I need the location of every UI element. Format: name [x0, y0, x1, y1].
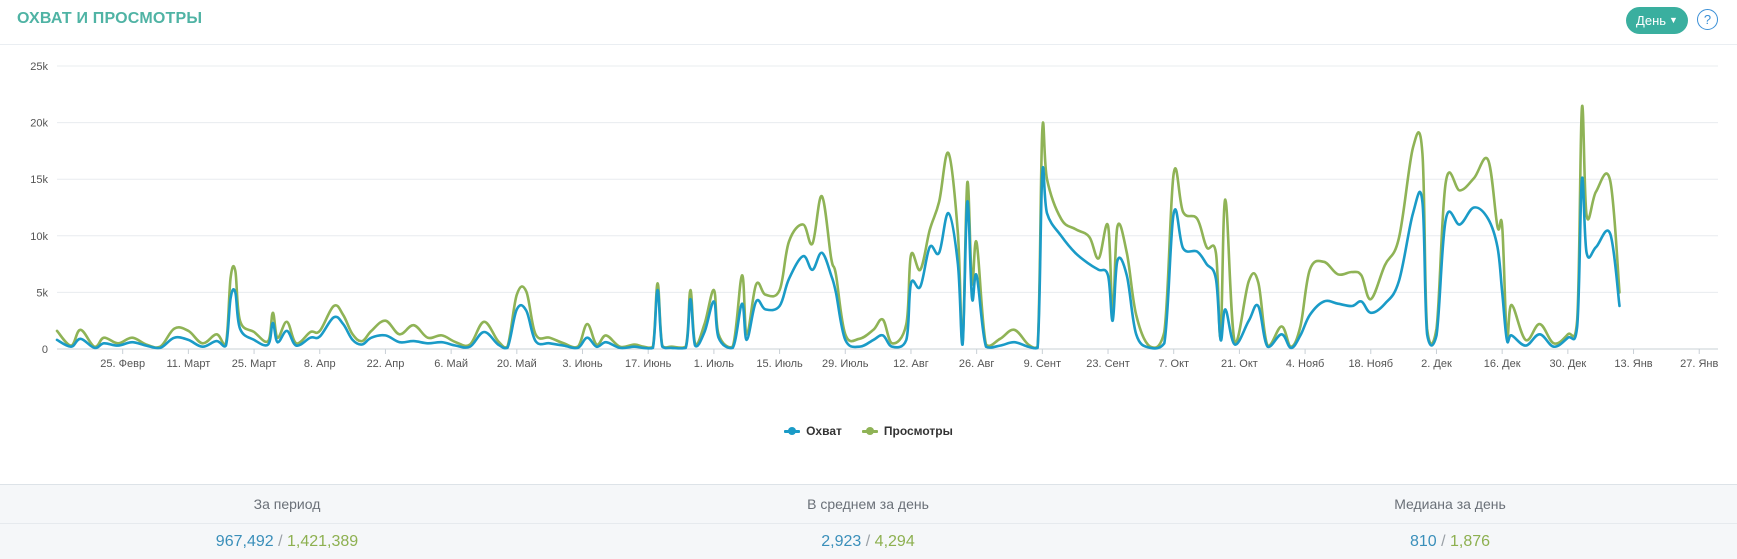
x-tick-label: 2. Дек — [1421, 358, 1452, 370]
y-tick-label: 20k — [30, 118, 48, 130]
legend-item-reach[interactable]: Охват — [784, 424, 842, 438]
x-tick-label: 16. Дек — [1484, 358, 1521, 370]
x-tick-label: 18. Нояб — [1348, 358, 1393, 370]
legend-label-views: Просмотры — [883, 424, 953, 438]
legend-label-reach: Охват — [806, 424, 842, 438]
chevron-down-icon: ▼ — [1669, 15, 1678, 25]
stat-views-value: 1,421,389 — [287, 533, 359, 550]
stat-values: 2,923 / 4,294 — [668, 533, 1068, 551]
panel-header: ОХВАТ И ПРОСМОТРЫ День ▼ ? — [0, 0, 1737, 45]
x-tick-label: 15. Июль — [756, 358, 803, 370]
stat-label: Медиана за день — [1394, 496, 1506, 512]
y-tick-label: 5k — [36, 287, 48, 299]
page-title: ОХВАТ И ПРОСМОТРЫ — [17, 10, 203, 27]
stat-values: 967,492 / 1,421,389 — [87, 533, 487, 551]
x-tick-label: 27. Янв — [1680, 358, 1718, 370]
chart-legend: Охват Просмотры — [0, 424, 1737, 438]
x-tick-label: 3. Июнь — [562, 358, 602, 370]
x-axis-ticks: 25. Февр 11. Март 25. Март 8. Апр 22. Апр 6. … — [100, 349, 1718, 370]
period-label: День — [1636, 13, 1667, 28]
stat-values: 810 / 1,876 — [1250, 533, 1650, 551]
x-tick-label: 9. Сент — [1024, 358, 1061, 370]
y-axis-ticks: 0 5k 10k 15k 20k 25k — [30, 61, 48, 356]
legend-swatch-reach — [784, 426, 801, 436]
chart-series — [55, 104, 1621, 350]
x-tick-label: 25. Февр — [100, 358, 145, 370]
help-label: ? — [1703, 12, 1712, 27]
y-tick-label: 15k — [30, 174, 48, 186]
period-dropdown-button[interactable]: День ▼ — [1626, 7, 1688, 34]
footer-divider — [0, 523, 1737, 524]
stat-views-value: 1,876 — [1450, 533, 1491, 550]
chart-grid — [57, 65, 1718, 350]
x-tick-label: 8. Апр — [304, 358, 336, 370]
stat-separator: / — [865, 533, 871, 550]
series-line-views — [55, 104, 1621, 350]
stat-reach-value: 2,923 — [821, 533, 862, 550]
x-tick-label: 4. Нояб — [1286, 358, 1325, 370]
y-tick-label: 0 — [42, 344, 48, 356]
stat-reach-value: 810 — [1409, 533, 1437, 550]
x-tick-label: 25. Март — [232, 358, 277, 370]
x-tick-label: 30. Дек — [1549, 358, 1586, 370]
legend-swatch-views — [861, 426, 878, 436]
stat-label: За период — [253, 496, 321, 512]
legend-item-views[interactable]: Просмотры — [861, 424, 953, 438]
series-line-reach — [55, 165, 1621, 350]
x-tick-label: 22. Апр — [367, 358, 405, 370]
x-tick-label: 1. Июль — [694, 358, 735, 370]
x-tick-label: 17. Июнь — [625, 358, 672, 370]
stat-separator: / — [1441, 533, 1446, 550]
x-tick-label: 6. Май — [434, 358, 468, 370]
stats-footer: За период 967,492 / 1,421,389 В среднем … — [0, 484, 1737, 559]
stat-views-value: 4,294 — [874, 533, 915, 550]
x-tick-label: 23. Сент — [1086, 358, 1130, 370]
x-tick-label: 26. Авг — [959, 358, 995, 370]
x-tick-label: 21. Окт — [1221, 358, 1258, 370]
y-tick-label: 25k — [30, 61, 48, 73]
x-tick-label: 29. Июль — [822, 358, 869, 370]
stat-label: В среднем за день — [807, 496, 929, 512]
help-icon[interactable]: ? — [1697, 9, 1718, 30]
x-tick-label: 11. Март — [166, 358, 210, 370]
reach-views-chart: 0 5k 10k 15k 20k 25k 25. Февр 11. Март 25. Март… — [30, 61, 1718, 370]
x-tick-label: 13. Янв — [1614, 358, 1652, 370]
x-tick-label: 7. Окт — [1158, 358, 1189, 370]
stat-separator: / — [278, 533, 283, 550]
stat-reach-value: 967,492 — [215, 533, 274, 550]
y-tick-label: 10k — [30, 231, 48, 243]
x-tick-label: 20. Май — [497, 358, 537, 370]
x-tick-label: 12. Авг — [893, 358, 929, 370]
